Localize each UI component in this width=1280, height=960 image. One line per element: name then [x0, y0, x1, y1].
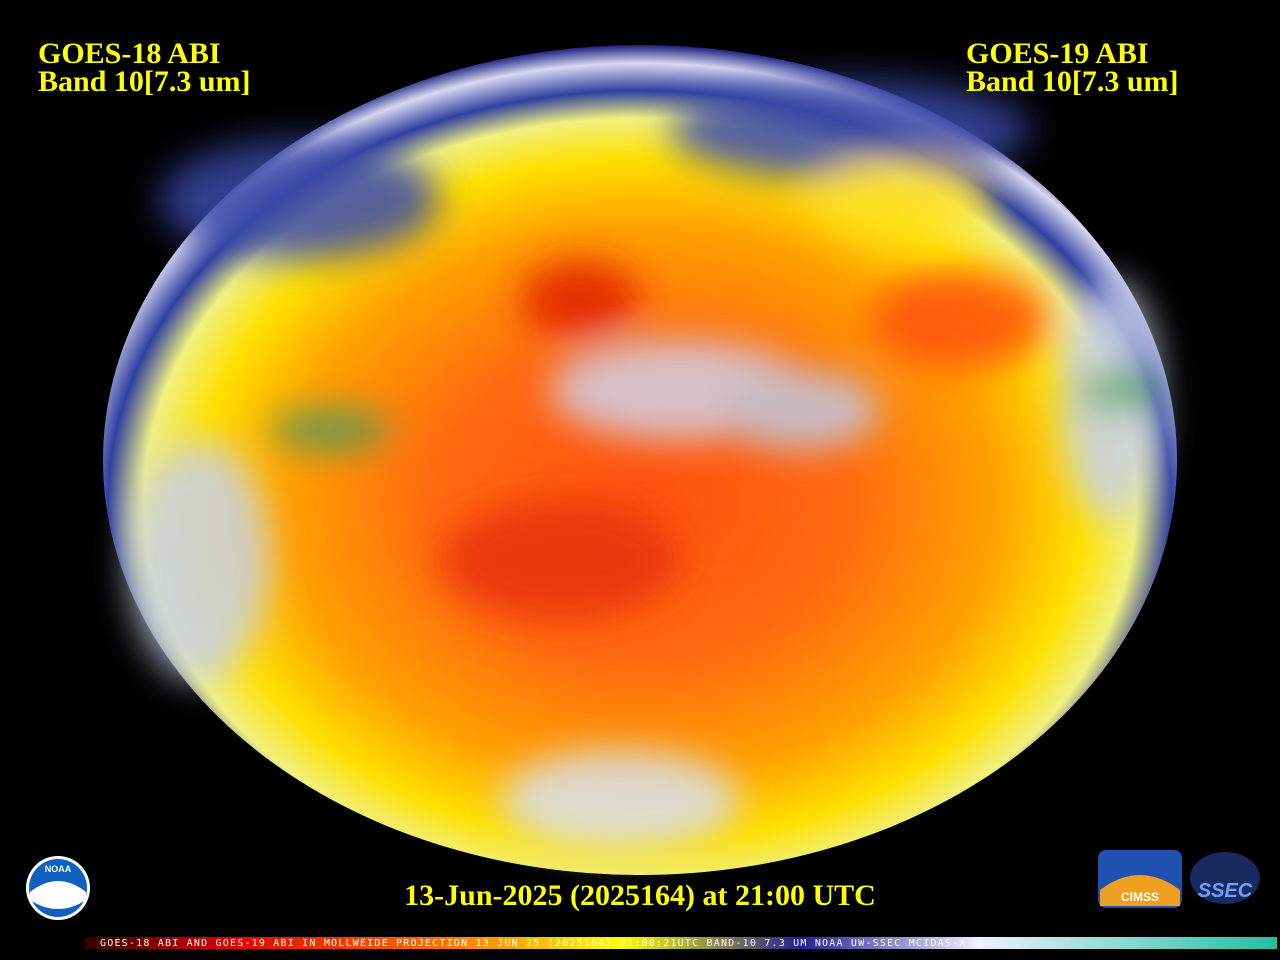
banner-text: GOES-18 ABI AND GOES-19 ABI IN MOLLWEIDE… [100, 938, 966, 949]
timestamp: 13-Jun-2025 (2025164) at 21:00 UTC [404, 879, 876, 912]
logo-text: CIMSS [1121, 890, 1159, 904]
satellite-name: GOES-19 ABI [966, 37, 1149, 70]
logo-text: NOAA [45, 864, 72, 874]
left-label: GOES-18 ABI Band 10[7.3 um] [38, 37, 251, 98]
band-label: Band 10[7.3 um] [38, 65, 251, 98]
ssec-logo: SSEC [1190, 852, 1260, 904]
noaa-logo: NOAA [26, 856, 90, 920]
globe [103, 45, 1177, 875]
band-label: Band 10[7.3 um] [966, 65, 1179, 98]
right-label: GOES-19 ABI Band 10[7.3 um] [966, 37, 1179, 98]
logo-text: SSEC [1198, 880, 1253, 902]
cimss-logo: CIMSS [1098, 850, 1182, 908]
color-bar: GOES-18 ABI AND GOES-19 ABI IN MOLLWEIDE… [85, 937, 1277, 949]
satellite-name: GOES-18 ABI [38, 37, 221, 70]
